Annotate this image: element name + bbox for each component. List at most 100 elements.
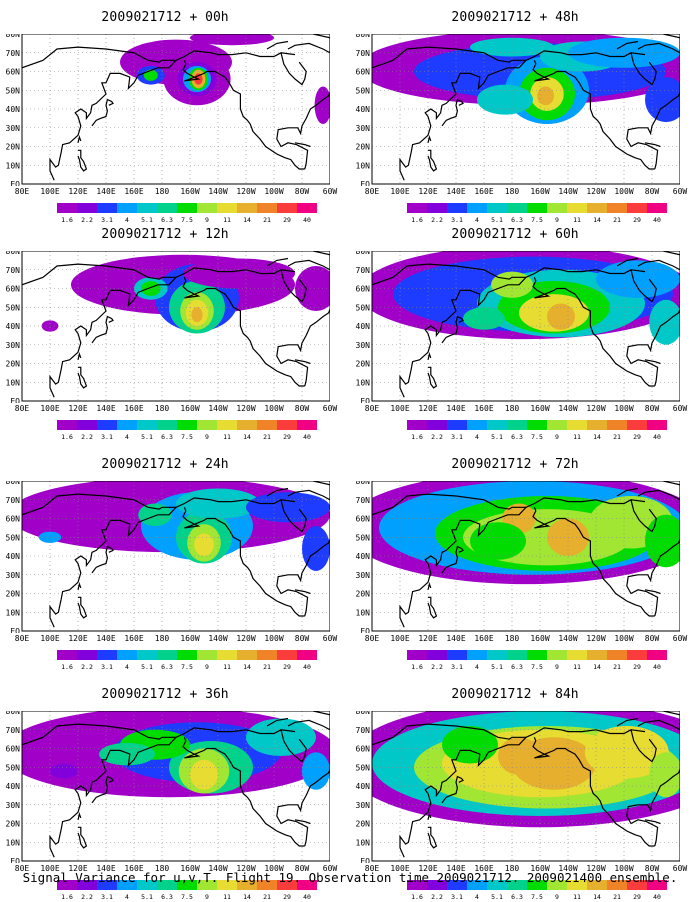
colorbar-swatch (527, 650, 548, 660)
colorbar-swatch (507, 650, 528, 660)
lon-label: 120W (236, 187, 256, 196)
colorbar-label: 3.1 (101, 216, 113, 224)
colorbar-label: 4 (125, 893, 129, 901)
lon-label: 80W (644, 864, 660, 873)
colorbar-swatch (427, 880, 448, 890)
lon-label: 160W (530, 634, 550, 643)
colorbar (57, 650, 317, 660)
colorbar-label: 2.2 (431, 663, 443, 671)
lon-label: 140E (446, 187, 466, 196)
lon-label: 160W (530, 404, 550, 413)
coastline (399, 59, 527, 181)
colorbar-label: 7.5 (531, 663, 543, 671)
lat-label: EQ (10, 857, 20, 863)
lon-label: 180 (504, 634, 520, 643)
variance-contour (645, 77, 680, 123)
coastline (626, 308, 680, 387)
colorbar-swatch (607, 203, 628, 213)
lat-label: EQ (10, 180, 20, 186)
coastline (294, 359, 311, 365)
lon-label: 140W (208, 404, 228, 413)
colorbar-swatch (197, 203, 218, 213)
lon-label: 160W (180, 187, 200, 196)
colorbar-label: 3.1 (101, 893, 113, 901)
coastline (280, 729, 307, 763)
colorbar-swatch (177, 203, 198, 213)
colorbar-swatch (467, 650, 488, 660)
lon-label: 120W (586, 864, 606, 873)
colorbar-swatch (297, 203, 317, 213)
lon-label: 80E (14, 404, 30, 413)
lon-label: 140E (96, 404, 116, 413)
lat-label: 50N (356, 86, 371, 95)
lat-label: EQ (10, 397, 20, 403)
lon-label: 180 (154, 864, 170, 873)
colorbar-label: 11 (573, 893, 581, 901)
lon-label: 80E (364, 634, 380, 643)
panel-title: 2009021712 + 36h (0, 687, 330, 703)
colorbar-swatch (217, 880, 238, 890)
colorbar-label: 6.3 (511, 893, 523, 901)
variance-contour (302, 752, 330, 790)
coastline (49, 59, 177, 181)
colorbar-label: 1.6 (61, 663, 73, 671)
lat-label: 80N (356, 481, 371, 486)
coastline (22, 46, 176, 69)
colorbar-swatch (77, 203, 98, 213)
colorbar-label: 14 (593, 216, 601, 224)
colorbar-label: 2.2 (81, 663, 93, 671)
coastline (77, 352, 82, 360)
variance-map: 80N 70N 60N 50N 40N 30N 20N 10N EQ (356, 711, 680, 863)
colorbar (407, 420, 667, 430)
colorbar-label: 4 (125, 663, 129, 671)
coastline (630, 499, 657, 533)
lat-label: 30N (356, 801, 371, 810)
coastline (22, 263, 176, 286)
panel-lead-time: 72h (555, 457, 579, 472)
lon-label: 160E (474, 864, 494, 873)
coastline (630, 52, 657, 86)
panel-title: 2009021712 + 00h (0, 10, 330, 26)
lon-label: 120E (418, 634, 438, 643)
coastline (372, 263, 526, 286)
coastline (441, 545, 464, 574)
colorbar-label: 3.1 (451, 663, 463, 671)
colorbar-label: 7.5 (181, 216, 193, 224)
colorbar-swatch (647, 880, 667, 890)
panel-plus: + (539, 457, 548, 472)
lat-label: EQ (10, 627, 20, 633)
colorbar-label: 5.1 (491, 216, 503, 224)
colorbar-label: 1.6 (61, 216, 73, 224)
lon-label: 140E (96, 634, 116, 643)
coastline (276, 538, 330, 617)
colorbar-label: 9 (205, 663, 209, 671)
map-frame (371, 481, 680, 632)
lon-label: 120W (586, 634, 606, 643)
lat-label: 70N (356, 266, 371, 275)
colorbar-label: 6.3 (511, 433, 523, 441)
lat-label: 40N (356, 105, 371, 114)
coastline (427, 596, 438, 619)
coastline (532, 277, 655, 387)
coastline (525, 497, 646, 508)
colorbar-label: 4 (475, 663, 479, 671)
coastline (91, 545, 114, 574)
lon-label: 140W (558, 634, 578, 643)
colorbar-label: 11 (223, 663, 231, 671)
panel-lead-time: 60h (555, 227, 579, 242)
colorbar-label: 4 (125, 216, 129, 224)
variance-contour (584, 726, 669, 779)
lat-label: 50N (6, 763, 21, 772)
lat-label: 80N (6, 34, 21, 39)
colorbar-label: 11 (573, 433, 581, 441)
coastline (427, 135, 432, 143)
coastline (175, 497, 296, 508)
variance-contour (470, 37, 554, 57)
colorbar-swatch (157, 650, 178, 660)
coastline (427, 582, 432, 590)
variance-contour (442, 726, 498, 764)
colorbar-label: 5.1 (141, 433, 153, 441)
lon-label: 160E (474, 404, 494, 413)
lat-label: 30N (6, 571, 21, 580)
colorbar-swatch (627, 650, 648, 660)
